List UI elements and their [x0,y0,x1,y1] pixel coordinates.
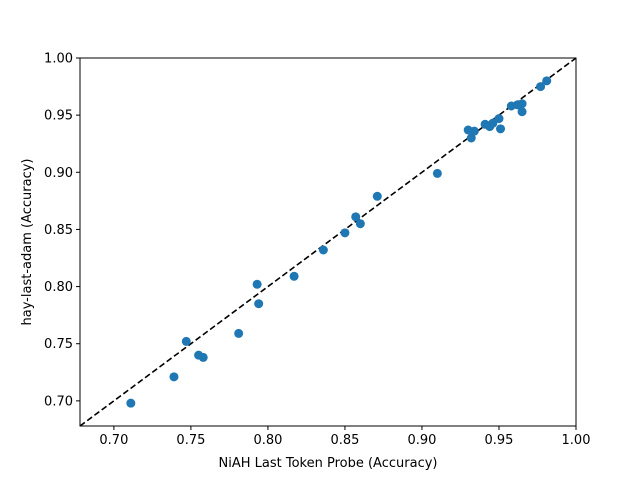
x-tick-label: 0.70 [99,433,128,448]
axes-frame [79,57,577,427]
y-tick-label: 0.85 [44,223,73,238]
data-point [372,191,382,201]
data-point [169,372,179,382]
x-tick-label: 0.95 [485,433,514,448]
x-tick-label: 1.00 [562,433,591,448]
data-point [536,82,546,92]
data-point [351,212,361,222]
data-point [234,328,244,338]
y-tick-label: 0.95 [44,109,73,124]
plot-area [79,57,577,427]
data-point [252,279,262,289]
y-tick-label: 1.00 [44,52,73,67]
y-axis-label: hay-last-adam (Accuracy) [20,159,35,326]
data-point [466,133,476,143]
data-point [126,398,136,408]
x-tick-label: 0.85 [330,433,359,448]
data-point [289,271,299,281]
data-point [517,99,527,109]
data-point [488,118,498,128]
data-point [496,124,506,134]
y-tick-label: 0.70 [44,394,73,409]
data-point [254,299,264,309]
y-tick-label: 0.90 [44,166,73,181]
x-tick-label: 0.75 [176,433,205,448]
data-point [469,126,479,136]
data-point [355,219,365,229]
y-tick-label: 0.80 [44,280,73,295]
x-tick-label: 0.90 [407,433,436,448]
x-tick-label: 0.80 [253,433,282,448]
data-point [340,228,350,238]
data-point [198,352,208,362]
y-tick-label: 0.75 [44,337,73,352]
x-axis-label: NiAH Last Token Probe (Accuracy) [219,456,438,471]
data-point [542,76,552,86]
data-point [318,245,328,255]
data-point [494,114,504,124]
axes: 0.70 0.75 0.80 0.85 0.90 0.95 1.00 0.70 0.75 0.80… [44,52,590,449]
data-point [432,168,442,178]
data-point [181,336,191,346]
data-point [517,107,527,117]
